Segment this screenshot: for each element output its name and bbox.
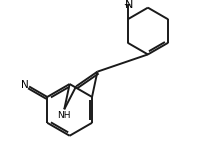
Text: N: N <box>21 80 29 90</box>
Text: N: N <box>125 0 133 10</box>
Text: NH: NH <box>58 111 71 120</box>
